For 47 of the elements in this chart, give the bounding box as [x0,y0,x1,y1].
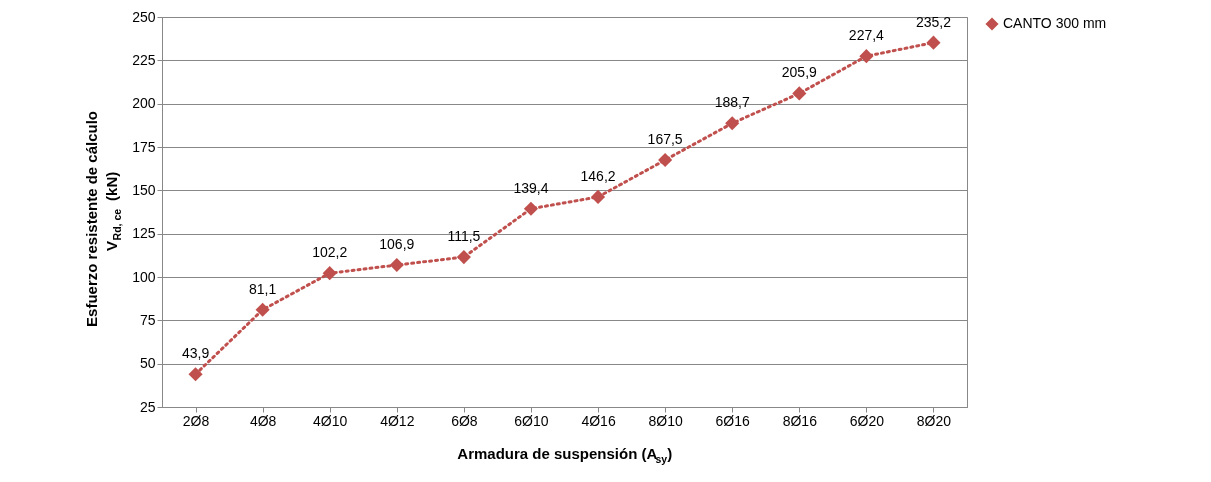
point [188,367,203,382]
x-tick-label: 2Ø8 [182,412,210,429]
y-tick-label: 225 [132,51,156,68]
point [389,257,404,273]
point [456,250,471,265]
x-tick-label: 8Ø16 [782,412,818,429]
x-tick-label: 4Ø12 [380,412,415,429]
point [792,86,807,101]
point [658,152,673,168]
point [859,49,874,64]
point [523,201,539,216]
x-tick-label: 8Ø10 [648,412,683,429]
data-label: 146,2 [580,167,616,184]
x-tick-label: 6Ø16 [715,412,751,429]
x-tick-label: 4Ø10 [313,412,348,429]
point [926,35,941,50]
y-tick-label: 50 [139,355,156,372]
data-label: 111,5 [447,228,481,245]
x-tick-label: 6Ø8 [451,412,478,429]
data-label: 139,4 [513,179,549,196]
x-tick-label: 4Ø8 [249,412,277,429]
x-tick-label: 6Ø20 [849,412,885,429]
y-tick-label: 150 [132,181,156,198]
point [255,302,270,317]
data-label: 81,1 [249,280,277,297]
data-label: 102,2 [312,244,348,261]
data-label: 167,5 [647,131,683,147]
data-label: 235,2 [915,13,952,30]
legend-label: CANTO 300 mm [1003,15,1107,31]
x-tick-label: 8Ø20 [916,412,952,429]
x-tick-label: 4Ø16 [581,412,616,429]
y-tick-label: 75 [139,311,156,328]
y-tick-label: 100 [132,268,156,285]
y-tick-label: 175 [132,138,156,155]
data-label: 188,7 [714,94,750,111]
data-label: 205,9 [781,64,818,81]
y-tick-label: 250 [132,8,156,25]
point [322,266,337,281]
data-label: 43,9 [181,345,210,362]
data-label: 106,9 [379,236,415,253]
data-label: 227,4 [848,27,885,44]
point [590,189,606,204]
x-tick-label: 6Ø10 [514,412,549,429]
y-tick-label: 125 [132,225,156,242]
y-tick-label: 25 [139,398,156,415]
y-tick-label: 200 [132,95,156,112]
point [725,116,740,131]
